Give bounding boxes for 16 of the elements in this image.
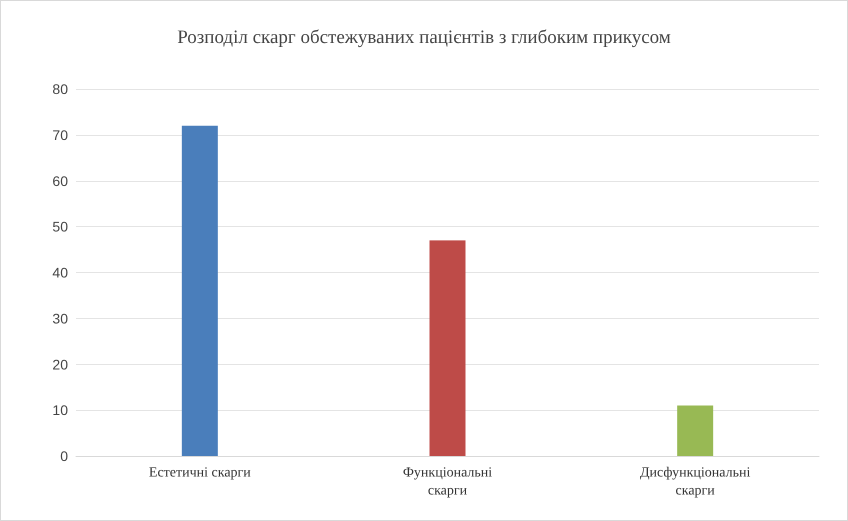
- y-tick-label: 70: [52, 126, 68, 143]
- bar: [677, 406, 714, 456]
- y-tick-label: 40: [52, 264, 68, 280]
- x-tick-label: Дисфункціональні скарги: [640, 466, 750, 498]
- chart-title: Розподіл скарг обстежуваних пацієнтів з глибоким прикусом: [177, 27, 671, 48]
- y-tick-label: 0: [60, 448, 68, 464]
- x-tick-label: Естетичні скарги: [148, 466, 252, 480]
- y-tick-label: 30: [52, 310, 68, 326]
- y-tick-label: 80: [52, 81, 68, 97]
- y-tick-label: 10: [52, 402, 68, 418]
- x-tick-label: Функціональні скарги: [402, 466, 492, 498]
- y-tick-label: 20: [52, 356, 68, 372]
- y-tick-label: 60: [52, 172, 68, 189]
- bar: [430, 240, 466, 456]
- bar: [182, 126, 218, 456]
- y-tick-label: 50: [52, 218, 68, 235]
